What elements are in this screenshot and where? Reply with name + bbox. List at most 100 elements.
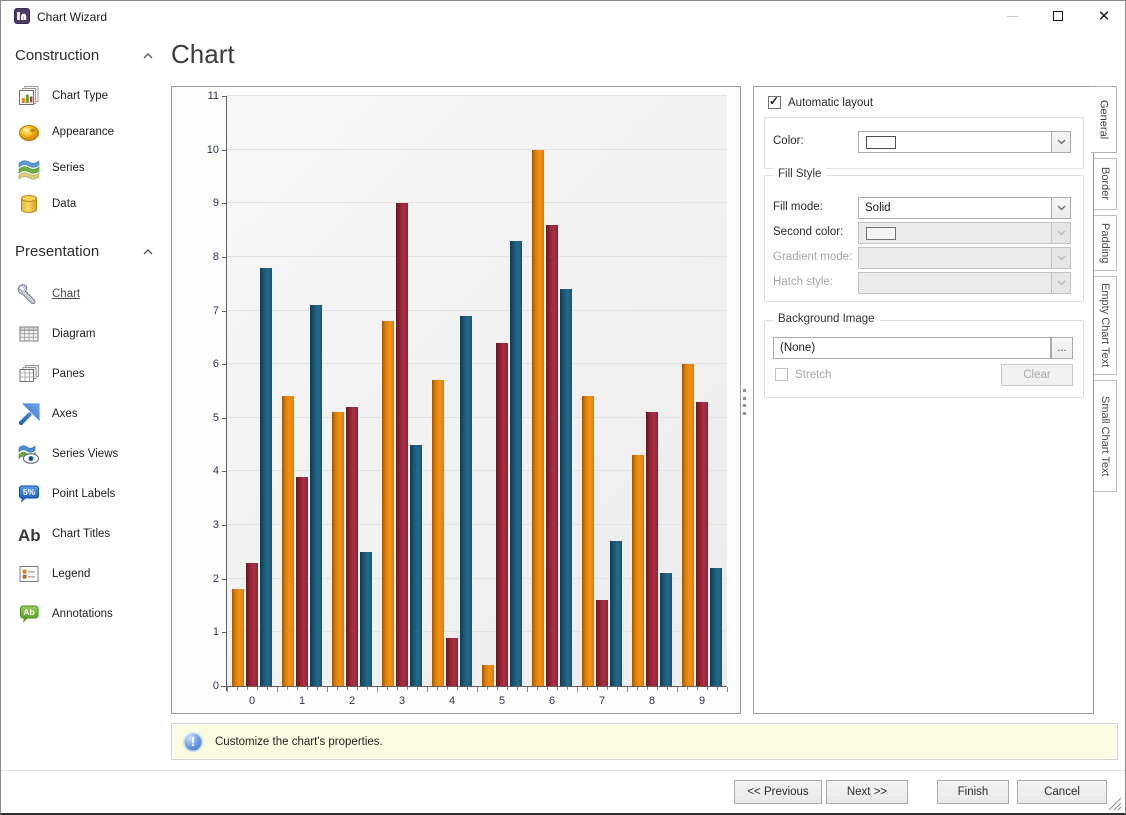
x-axis-tick bbox=[597, 687, 598, 690]
gridline bbox=[227, 363, 727, 365]
section-label: Construction bbox=[15, 47, 100, 64]
sidebar-item-data[interactable]: Data bbox=[17, 190, 157, 218]
chevron-up-icon bbox=[143, 248, 153, 254]
sidebar-item-series[interactable]: Series bbox=[17, 154, 157, 182]
x-axis-tick bbox=[707, 687, 708, 690]
second-color-dropdown bbox=[858, 222, 1071, 244]
info-icon: ! bbox=[183, 731, 203, 752]
maximize-button[interactable] bbox=[1035, 1, 1081, 31]
next-button[interactable]: Next >> bbox=[826, 780, 908, 804]
bar bbox=[660, 573, 672, 686]
color-dropdown[interactable] bbox=[858, 131, 1071, 153]
gradient-mode-dropdown bbox=[858, 247, 1071, 269]
chart-titles-ab-icon: Ab bbox=[18, 526, 41, 545]
bar bbox=[332, 412, 344, 686]
x-tick-label: 0 bbox=[248, 695, 256, 707]
background-image-value: (None) bbox=[780, 342, 816, 354]
sidebar-item-panes[interactable]: Panes bbox=[17, 360, 157, 388]
color-group: Color: bbox=[764, 117, 1084, 169]
tab-general[interactable]: General bbox=[1091, 86, 1117, 153]
x-axis-tick bbox=[457, 687, 458, 690]
stretch-checkbox: Stretch bbox=[775, 368, 831, 381]
svg-text:Ab: Ab bbox=[23, 607, 34, 617]
sidebar-item-legend[interactable]: Legend bbox=[17, 560, 157, 588]
dropdown-button[interactable] bbox=[1051, 132, 1070, 152]
bar bbox=[696, 401, 708, 686]
browse-button[interactable]: ... bbox=[1051, 337, 1073, 359]
y-axis-tick bbox=[222, 471, 227, 473]
dropdown-button[interactable] bbox=[1051, 198, 1070, 218]
section-label: Presentation bbox=[15, 243, 100, 260]
y-tick-label: 0 bbox=[212, 680, 219, 692]
series-waves-icon bbox=[18, 160, 40, 180]
x-axis-tick bbox=[357, 687, 358, 690]
background-image-field[interactable]: (None) bbox=[773, 337, 1051, 359]
fill-style-legend: Fill Style bbox=[773, 168, 827, 180]
titlebar: Chart Wizard ✕ bbox=[1, 1, 1125, 31]
y-tick-label: 8 bbox=[212, 250, 219, 263]
sidebar-item-series-views[interactable]: Series Views bbox=[17, 440, 157, 468]
x-tick-label: 5 bbox=[498, 695, 506, 707]
minimize-button[interactable] bbox=[989, 1, 1035, 31]
x-axis-tick bbox=[387, 687, 388, 690]
tab-padding[interactable]: Padding bbox=[1094, 215, 1117, 271]
clear-button: Clear bbox=[1001, 364, 1073, 386]
fill-mode-dropdown[interactable]: Solid bbox=[858, 197, 1071, 219]
x-axis-tick bbox=[667, 687, 668, 690]
sidebar-item-chart[interactable]: Chart bbox=[17, 280, 157, 308]
diagram-grid-icon bbox=[19, 326, 39, 342]
sidebar-item-appearance[interactable]: Appearance bbox=[17, 118, 157, 146]
sidebar-item-label: Panes bbox=[52, 368, 85, 380]
x-axis-tick bbox=[677, 687, 678, 692]
sidebar-item-chart-titles[interactable]: Ab Chart Titles bbox=[17, 520, 157, 548]
x-axis-tick bbox=[317, 687, 318, 690]
stretch-label: Stretch bbox=[795, 368, 832, 381]
x-axis-tick bbox=[307, 687, 308, 690]
x-tick-label: 8 bbox=[648, 695, 656, 707]
y-axis-tick bbox=[222, 310, 227, 312]
bar bbox=[710, 568, 722, 686]
section-construction[interactable]: Construction bbox=[15, 47, 153, 64]
tab-border[interactable]: Border bbox=[1094, 158, 1117, 210]
previous-button[interactable]: << Previous bbox=[734, 780, 822, 804]
chart-preview-panel[interactable]: 0 1 2 3 4 5 6 7 8 9 10 11 0 1 2 3 4 5 6 7 8 9 bbox=[171, 86, 741, 714]
x-axis-tick bbox=[497, 687, 498, 690]
sidebar-item-diagram[interactable]: Diagram bbox=[17, 320, 157, 348]
sidebar-item-point-labels[interactable]: 5% Point Labels bbox=[17, 480, 157, 508]
sidebar-item-label: Diagram bbox=[52, 328, 96, 340]
sidebar-item-annotations[interactable]: Ab Annotations bbox=[17, 600, 157, 628]
finish-button[interactable]: Finish bbox=[937, 780, 1009, 804]
x-axis-tick bbox=[227, 687, 228, 692]
bar bbox=[310, 305, 322, 686]
bar bbox=[432, 380, 444, 686]
x-axis-tick bbox=[577, 687, 578, 692]
y-tick-label: 6 bbox=[212, 358, 219, 371]
sidebar-item-axes[interactable]: Axes bbox=[17, 400, 157, 428]
bar bbox=[610, 541, 622, 686]
background-image-group: Background Image (None) ... Stretch Clea… bbox=[764, 313, 1084, 398]
sidebar-item-chart-type[interactable]: Chart Type bbox=[17, 82, 157, 110]
x-tick-label: 6 bbox=[548, 695, 556, 707]
data-cylinder-icon bbox=[21, 195, 37, 213]
tab-empty-chart-text[interactable]: Empty Chart Text bbox=[1094, 276, 1117, 375]
sidebar-item-label: Chart Titles bbox=[52, 528, 111, 540]
x-axis-tick bbox=[297, 687, 298, 690]
close-button[interactable]: ✕ bbox=[1081, 1, 1125, 31]
tab-small-chart-text[interactable]: Small Chart Text bbox=[1094, 380, 1117, 492]
automatic-layout-checkbox[interactable]: Automatic layout bbox=[768, 94, 873, 109]
x-tick-label: 4 bbox=[448, 695, 456, 707]
plot-area: 0 1 2 3 4 5 6 7 8 9 10 11 0 1 2 3 4 5 6 7 8 9 bbox=[207, 90, 728, 707]
sidebar-item-label: Data bbox=[52, 198, 77, 210]
hatch-style-label: Hatch style: bbox=[773, 276, 834, 288]
x-tick-label: 7 bbox=[598, 695, 606, 707]
gridline bbox=[227, 470, 727, 472]
section-presentation[interactable]: Presentation bbox=[15, 243, 153, 260]
x-axis-tick bbox=[627, 687, 628, 692]
splitter-handle[interactable] bbox=[743, 389, 747, 415]
properties-panel: Automatic layout Color: Fill Style Fill … bbox=[753, 86, 1094, 714]
cancel-button[interactable]: Cancel bbox=[1017, 780, 1107, 804]
x-tick-label: 2 bbox=[348, 695, 356, 707]
bar bbox=[560, 289, 572, 686]
resize-grip[interactable] bbox=[1108, 797, 1122, 811]
y-axis-tick bbox=[222, 525, 227, 527]
